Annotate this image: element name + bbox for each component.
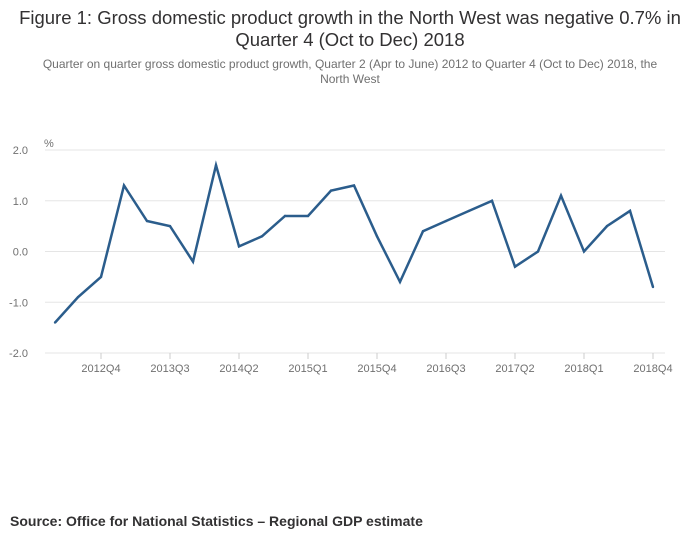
data-point xyxy=(398,280,402,284)
data-point xyxy=(536,250,540,253)
x-tick-label: 2015Q4 xyxy=(357,363,396,375)
y-tick-label: -1.0 xyxy=(9,297,28,309)
data-point xyxy=(421,230,425,233)
data-point xyxy=(651,285,655,289)
data-point xyxy=(191,260,195,263)
y-axis-unit-label: % xyxy=(44,138,54,150)
chart-title: Figure 1: Gross domestic product growth … xyxy=(19,7,681,50)
x-tick-label: 2012Q4 xyxy=(81,363,120,375)
x-tick-label: 2017Q2 xyxy=(495,363,534,375)
data-point xyxy=(99,275,103,279)
data-point xyxy=(76,295,80,299)
data-point xyxy=(283,214,287,218)
data-point xyxy=(490,199,494,202)
x-tick-label: 2014Q2 xyxy=(219,363,258,375)
data-point xyxy=(260,235,264,238)
data-point xyxy=(168,224,172,228)
y-tick-label: 0.0 xyxy=(13,247,28,259)
series-line xyxy=(54,160,655,324)
x-tick-label: 2018Q4 xyxy=(633,363,672,375)
y-tick-label: -2.0 xyxy=(9,348,28,360)
data-point xyxy=(467,209,471,213)
data-point xyxy=(582,250,586,253)
data-point xyxy=(53,321,57,324)
x-tick-label: 2013Q3 xyxy=(150,363,189,375)
x-tick-label: 2016Q3 xyxy=(426,363,465,375)
source-note: Source: Office for National Statistics –… xyxy=(10,513,423,529)
data-point xyxy=(444,219,448,223)
data-point xyxy=(122,184,126,187)
data-point xyxy=(237,245,241,248)
y-tick-label: 1.0 xyxy=(13,196,28,208)
x-tick-label: 2015Q1 xyxy=(288,363,327,375)
gdp-line-chart: % 2.0 1.0 0.0 -1.0 -2.0 2012Q4 2013Q3 2014Q2 2015… xyxy=(9,138,673,375)
data-point xyxy=(628,209,632,213)
data-point xyxy=(145,219,149,223)
data-point xyxy=(214,164,218,167)
data-point xyxy=(352,184,356,187)
data-point xyxy=(605,224,609,228)
x-tick-label: 2018Q1 xyxy=(564,363,603,375)
chart-subtitle: Quarter on quarter gross domestic produc… xyxy=(42,57,658,86)
data-point xyxy=(306,214,310,218)
y-tick-label: 2.0 xyxy=(13,145,28,157)
data-point xyxy=(375,235,379,238)
data-point xyxy=(559,194,563,197)
data-point xyxy=(329,189,333,192)
data-point xyxy=(513,265,517,268)
